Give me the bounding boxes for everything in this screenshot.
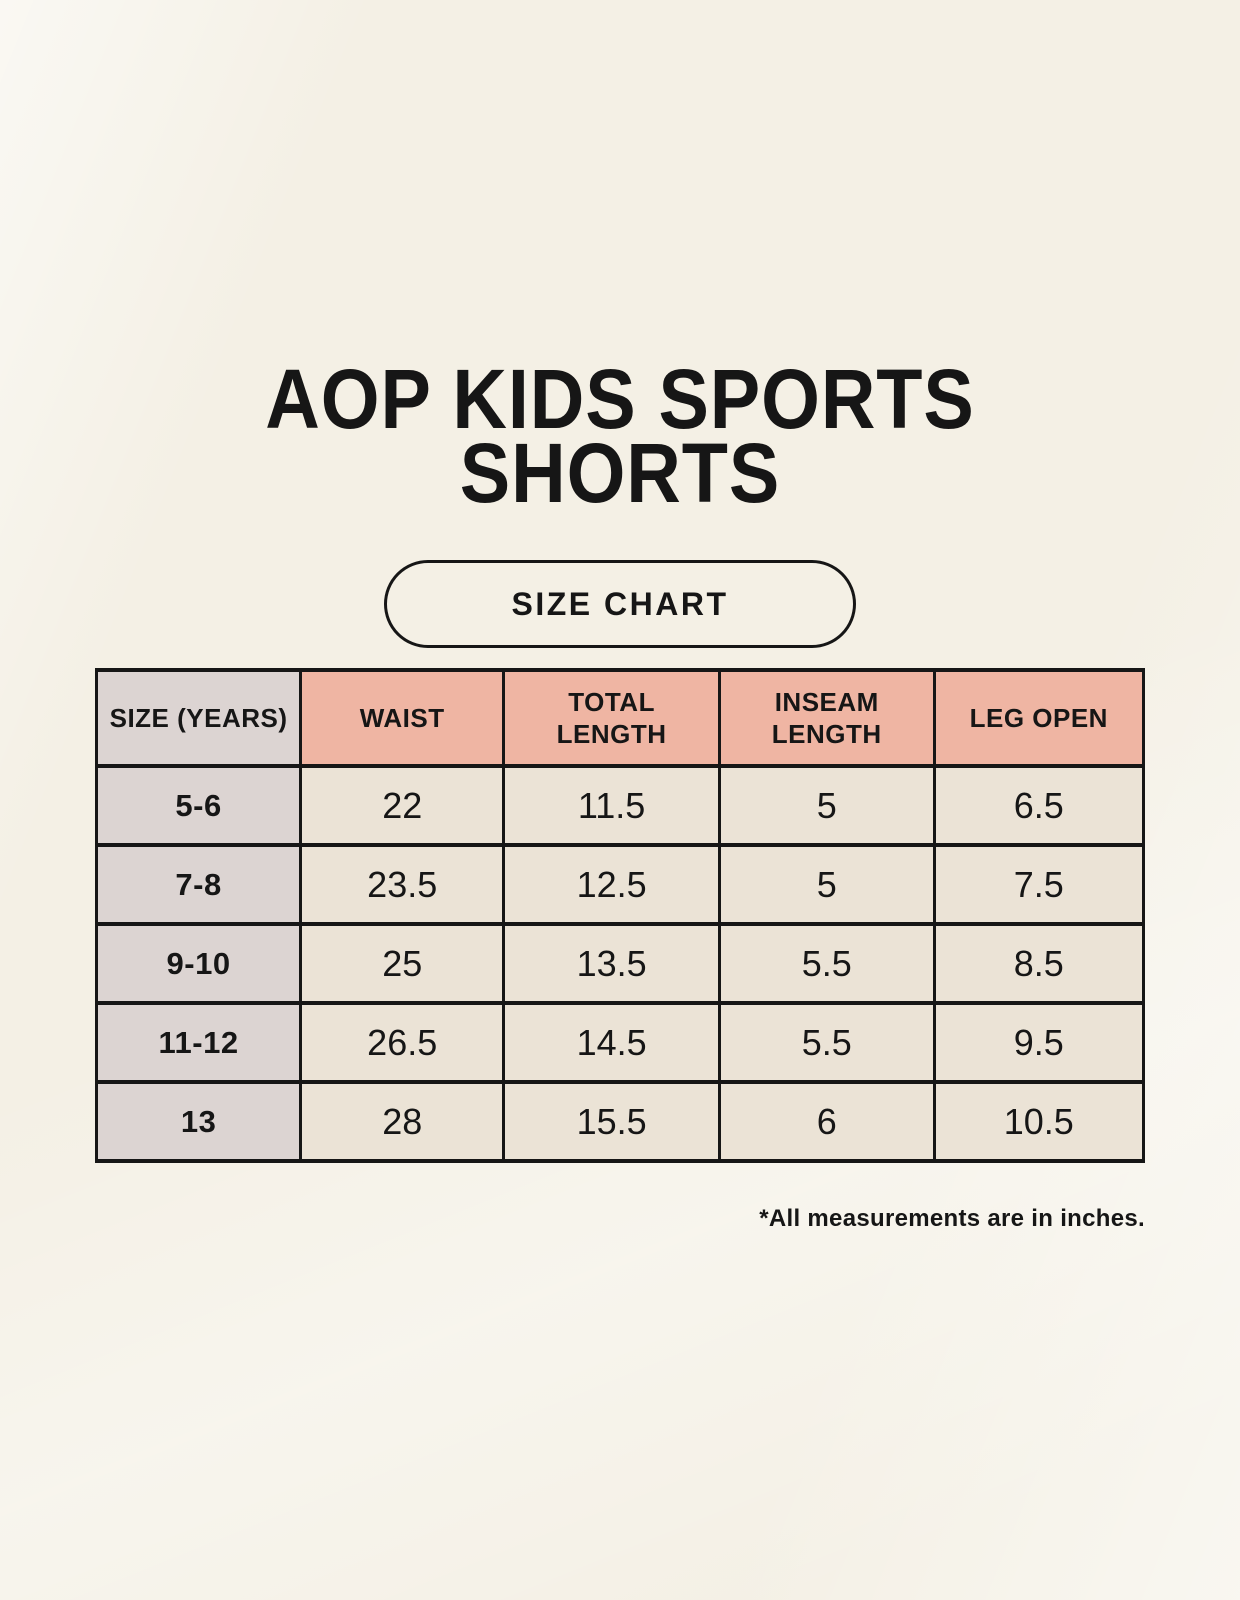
table-row: 11-12 26.5 14.5 5.5 9.5 xyxy=(94,1001,1146,1084)
table-row: 5-6 22 11.5 5 6.5 xyxy=(94,764,1146,847)
header-row: SIZE (YEARS) WAIST TOTAL LENGTH INSEAM L… xyxy=(94,668,1146,768)
column-header-leg-open: LEG OPEN xyxy=(932,668,1146,768)
measurement-cell-inseam-length: 5 xyxy=(717,764,936,847)
measurement-cell-waist: 22 xyxy=(299,764,506,847)
table-row: 7-8 23.5 12.5 5 7.5 xyxy=(94,843,1146,926)
size-row-label: 13 xyxy=(94,1080,303,1163)
measurement-cell-waist: 23.5 xyxy=(299,843,506,926)
measurement-cell-leg-open: 10.5 xyxy=(932,1080,1146,1163)
table-row: 9-10 25 13.5 5.5 8.5 xyxy=(94,922,1146,1005)
measurement-cell-leg-open: 6.5 xyxy=(932,764,1146,847)
size-chart-badge[interactable]: SIZE CHART xyxy=(384,560,856,648)
size-row-label: 7-8 xyxy=(94,843,303,926)
measurement-cell-waist: 26.5 xyxy=(299,1001,506,1084)
measurement-cell-total-length: 15.5 xyxy=(502,1080,721,1163)
product-title-line2: SHORTS xyxy=(459,426,781,520)
size-row-label: 5-6 xyxy=(94,764,303,847)
measurement-cell-total-length: 11.5 xyxy=(502,764,721,847)
measurement-cell-leg-open: 7.5 xyxy=(932,843,1146,926)
measurements-footnote: *All measurements are in inches. xyxy=(759,1205,1145,1232)
measurement-cell-inseam-length: 5.5 xyxy=(717,1001,936,1084)
size-row-label: 11-12 xyxy=(94,1001,303,1084)
measurement-cell-inseam-length: 5 xyxy=(717,843,936,926)
measurement-cell-total-length: 13.5 xyxy=(502,922,721,1005)
measurement-cell-inseam-length: 5.5 xyxy=(717,922,936,1005)
table-row: 13 28 15.5 6 10.5 xyxy=(94,1080,1146,1163)
measurement-cell-waist: 28 xyxy=(299,1080,506,1163)
size-row-label: 9-10 xyxy=(94,922,303,1005)
column-header-total-length: TOTAL LENGTH xyxy=(502,668,721,768)
product-title-line1: AOP KIDS SPORTS xyxy=(265,352,975,446)
measurement-cell-leg-open: 8.5 xyxy=(932,922,1146,1005)
measurement-cell-inseam-length: 6 xyxy=(717,1080,936,1163)
size-chart-badge-label: SIZE CHART xyxy=(511,585,729,622)
size-table: SIZE (YEARS) WAIST TOTAL LENGTH INSEAM L… xyxy=(94,668,1146,1163)
column-header-size-years: SIZE (YEARS) xyxy=(94,668,303,768)
column-header-waist: WAIST xyxy=(299,668,506,768)
measurement-cell-leg-open: 9.5 xyxy=(932,1001,1146,1084)
measurement-cell-total-length: 12.5 xyxy=(502,843,721,926)
measurement-cell-waist: 25 xyxy=(299,922,506,1005)
column-header-inseam-length: INSEAM LENGTH xyxy=(717,668,936,768)
measurement-cell-total-length: 14.5 xyxy=(502,1001,721,1084)
product-title: AOP KIDS SPORTS SHORTS xyxy=(62,352,1178,520)
